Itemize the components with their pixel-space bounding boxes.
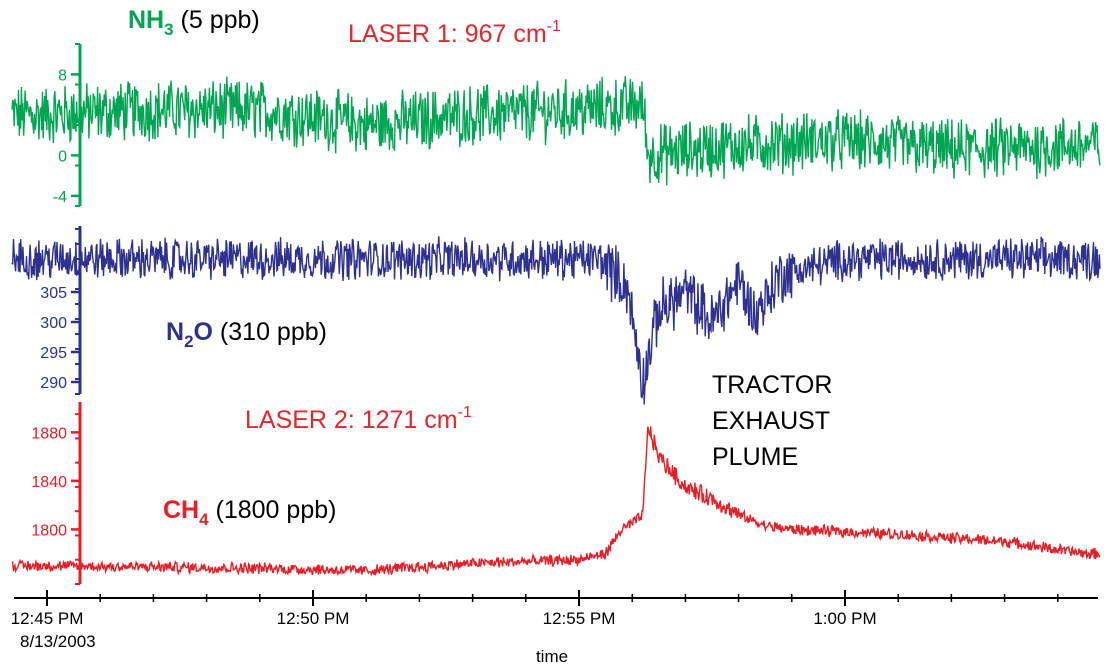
laser2-label: LASER 2: 1271 cm-1 — [245, 404, 472, 434]
y-tick-label-CH4: 1880 — [31, 425, 67, 442]
plume-label: EXHAUST — [712, 407, 830, 435]
x-tick-label: 1:00 PM — [813, 609, 876, 628]
laser1-label-text: LASER 1: 967 cm — [348, 20, 547, 48]
trace-CH4 — [11, 426, 1101, 577]
series-label-main: NH — [128, 6, 164, 34]
trace-NH3 — [11, 76, 1101, 186]
series-label-unit: (1800 ppb) — [209, 496, 337, 524]
y-tick-label-NH3: 0 — [58, 148, 67, 165]
x-tick-label: 12:50 PM — [277, 609, 350, 628]
y-tick-label-N2O: 295 — [40, 345, 67, 362]
series-CH4 — [11, 426, 1101, 577]
series-label-sub: 4 — [199, 510, 209, 529]
plume-label: PLUME — [712, 443, 798, 471]
laser2-label-text: LASER 2: 1271 cm — [245, 406, 458, 434]
series-label-NH3: NH3 (5 ppb) — [128, 6, 260, 39]
plume-label: TRACTOR — [712, 371, 832, 399]
y-tick-label-CH4: 1800 — [31, 522, 67, 539]
series-label-CH4: CH4 (1800 ppb) — [163, 496, 336, 529]
y-tick-label-NH3: -4 — [53, 189, 67, 206]
x-tick-label: 12:55 PM — [543, 609, 616, 628]
series-label-sub: 2 — [184, 332, 193, 351]
traces — [11, 76, 1101, 577]
y-tick-label-CH4: 1840 — [31, 474, 67, 491]
laser1-label-sup: -1 — [547, 18, 561, 35]
y-tick-label-NH3: 8 — [58, 67, 67, 84]
series-label-sub: 3 — [164, 20, 173, 39]
x-axis-title: time — [536, 647, 568, 666]
series-NH3 — [11, 76, 1101, 186]
laser2-label-sup: -1 — [458, 404, 472, 421]
series-label-N2O: N2O (310 ppb) — [166, 318, 327, 351]
axes — [14, 43, 1098, 606]
x-tick-sublabel: 8/13/2003 — [20, 632, 96, 651]
series-label-unit: (310 ppb) — [213, 318, 327, 346]
series-N2O — [11, 236, 1101, 405]
y-tick-label-N2O: 305 — [40, 285, 67, 302]
series-label-main: CH — [163, 496, 199, 524]
y-tick-label-N2O: 300 — [40, 315, 67, 332]
series-label-tail: O — [194, 318, 213, 346]
trace-N2O — [11, 236, 1101, 405]
y-tick-label-N2O: 290 — [40, 375, 67, 392]
x-tick-label: 12:45 PM — [11, 609, 84, 628]
series-label-unit: (5 ppb) — [174, 6, 260, 34]
series-label-main: N — [166, 318, 184, 346]
laser1-label: LASER 1: 967 cm-1 — [348, 18, 561, 48]
